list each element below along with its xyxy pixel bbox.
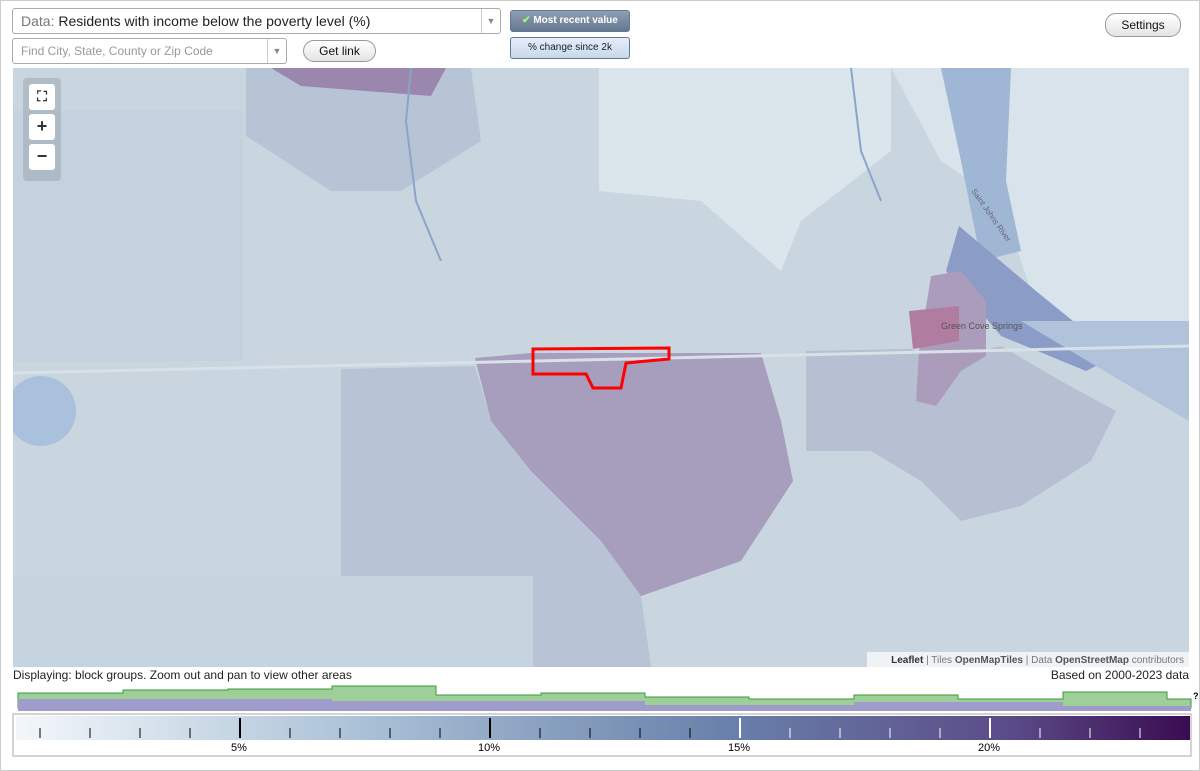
- data-value: Residents with income below the poverty …: [58, 13, 371, 29]
- zoom-controls: ⛶ + −: [23, 78, 61, 181]
- legend: ? 5% 10% 15% 20%: [12, 685, 1199, 757]
- attribution-text: | Tiles: [923, 655, 955, 666]
- region: [909, 306, 959, 349]
- zoom-in-button[interactable]: +: [29, 114, 55, 140]
- region: [271, 68, 446, 96]
- settings-button[interactable]: Settings: [1105, 13, 1181, 37]
- attribution-bg: [867, 652, 1189, 667]
- fullscreen-button[interactable]: ⛶: [29, 84, 55, 110]
- attribution-link[interactable]: OpenMapTiles: [955, 655, 1024, 666]
- most-recent-label: Most recent value: [533, 15, 618, 26]
- region: [246, 68, 481, 191]
- dropdown-arrow: ▼: [267, 39, 286, 63]
- search-placeholder: Find City, State, County or Zip Code: [21, 44, 213, 58]
- highlight-region: [475, 353, 793, 596]
- percent-change-button[interactable]: % change since 2k: [510, 37, 630, 59]
- map[interactable]: Green Cove Springs Saint Johns River Lea…: [13, 68, 1189, 667]
- zoom-out-button[interactable]: −: [29, 144, 55, 170]
- search-box[interactable]: Find City, State, County or Zip Code ▼: [12, 38, 287, 64]
- region: [13, 576, 533, 667]
- attribution: Leaflet | Tiles OpenMapTiles | Data Open…: [891, 655, 1184, 666]
- legend-label: 10%: [478, 742, 500, 754]
- help-mark[interactable]: ?: [1193, 691, 1199, 701]
- data-label: Data:: [21, 13, 55, 29]
- legend-label: 15%: [728, 742, 750, 754]
- histogram-purple: [18, 699, 1191, 711]
- attribution-link[interactable]: Leaflet: [891, 655, 924, 666]
- check-icon: ✔: [522, 15, 531, 26]
- get-link-button[interactable]: Get link: [303, 40, 376, 62]
- region: [806, 346, 1116, 521]
- attribution-text: | Data: [1023, 655, 1055, 666]
- most-recent-button[interactable]: ✔ Most recent value: [510, 10, 630, 32]
- legend-label: 20%: [978, 742, 1000, 754]
- displaying-note: Displaying: block groups. Zoom out and p…: [13, 668, 352, 682]
- attribution-text: contributors: [1129, 655, 1184, 666]
- data-select[interactable]: Data: Residents with income below the po…: [12, 8, 501, 34]
- attribution-link[interactable]: OpenStreetMap: [1055, 655, 1129, 666]
- selected-area[interactable]: [531, 346, 671, 390]
- colorbar: [16, 716, 1190, 740]
- river: [941, 68, 1021, 261]
- creek: [850, 68, 882, 202]
- creek: [404, 68, 442, 262]
- based-on-note: Based on 2000-2023 data: [1050, 668, 1189, 682]
- road: [13, 344, 1189, 375]
- legend-label: 5%: [231, 742, 247, 754]
- place-label: Green Cove Springs: [941, 321, 1023, 331]
- region: [599, 68, 891, 271]
- lake: [13, 376, 76, 446]
- dropdown-arrow: ▼: [481, 9, 500, 33]
